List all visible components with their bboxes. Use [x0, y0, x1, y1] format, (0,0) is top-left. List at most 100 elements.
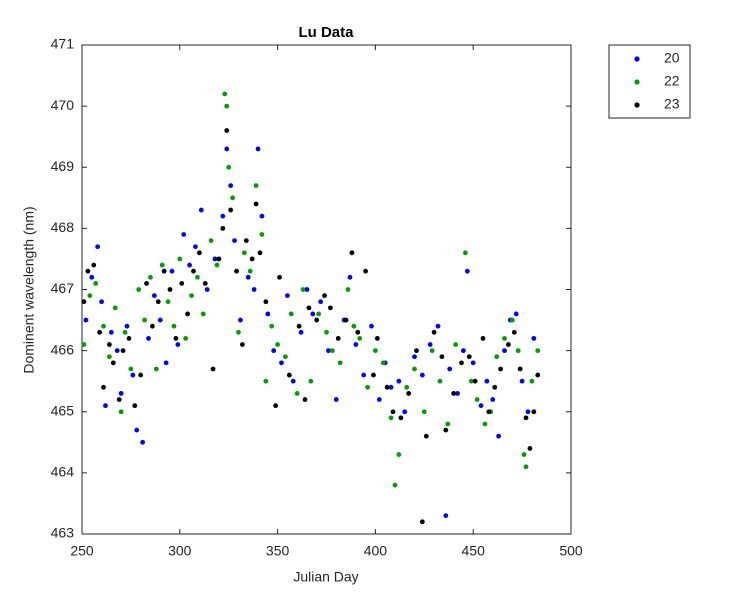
- point: [228, 183, 234, 188]
- point: [193, 244, 198, 250]
- point: [445, 421, 451, 427]
- point: [112, 305, 118, 311]
- point: [396, 378, 402, 384]
- point: [273, 403, 279, 409]
- point: [306, 305, 312, 311]
- point: [328, 305, 333, 311]
- point: [210, 366, 216, 372]
- point: [128, 366, 134, 372]
- point: [232, 238, 237, 244]
- point: [482, 421, 488, 427]
- point: [224, 103, 230, 109]
- point: [523, 415, 529, 421]
- point: [150, 323, 155, 329]
- point: [402, 409, 408, 415]
- legend-marker: [634, 102, 640, 108]
- point: [294, 391, 300, 396]
- point: [83, 317, 89, 323]
- point: [496, 433, 502, 439]
- point: [324, 329, 329, 335]
- point: [412, 354, 417, 360]
- point: [284, 293, 290, 299]
- point: [478, 403, 484, 409]
- point: [224, 146, 230, 152]
- point: [163, 360, 169, 366]
- point: [253, 183, 259, 188]
- point: [316, 311, 322, 317]
- point: [439, 354, 445, 360]
- x-tick-label: 250: [70, 543, 94, 559]
- point: [371, 372, 376, 378]
- point: [388, 415, 394, 421]
- point: [101, 323, 106, 329]
- point: [265, 311, 271, 317]
- point: [390, 409, 396, 415]
- point: [195, 274, 200, 280]
- y-tick-label: 465: [51, 402, 75, 418]
- point: [165, 299, 171, 305]
- point: [431, 329, 437, 335]
- point: [437, 378, 443, 384]
- point: [138, 372, 144, 378]
- y-tick-label: 469: [51, 158, 75, 174]
- point: [101, 384, 106, 390]
- point: [189, 293, 194, 299]
- point: [238, 317, 243, 323]
- point: [472, 378, 478, 384]
- legend-label: 23: [664, 96, 680, 112]
- point: [142, 317, 147, 323]
- point: [126, 336, 132, 341]
- point: [486, 409, 492, 415]
- point: [124, 323, 130, 329]
- point: [429, 348, 435, 354]
- point: [253, 201, 259, 207]
- point: [269, 323, 275, 329]
- point: [85, 268, 91, 274]
- x-tick-label: 500: [559, 543, 583, 559]
- point: [419, 372, 425, 378]
- point: [118, 391, 124, 396]
- point: [228, 207, 234, 213]
- point: [435, 323, 441, 329]
- point: [337, 360, 343, 366]
- point: [212, 256, 218, 262]
- point: [369, 323, 374, 329]
- point: [216, 256, 222, 262]
- legend-box: [608, 44, 691, 119]
- point: [361, 372, 367, 378]
- point: [535, 348, 541, 354]
- point: [509, 317, 515, 323]
- point: [220, 213, 226, 219]
- point: [134, 427, 140, 433]
- point: [202, 280, 208, 286]
- legend-marker: [634, 56, 640, 62]
- point: [191, 268, 196, 274]
- point: [519, 378, 525, 384]
- x-tick-label: 450: [462, 543, 486, 559]
- point: [99, 299, 104, 305]
- point: [108, 329, 114, 335]
- point: [241, 250, 247, 256]
- point: [314, 317, 320, 323]
- point: [271, 348, 277, 354]
- point: [214, 262, 220, 268]
- point: [204, 287, 210, 292]
- point: [146, 336, 151, 341]
- point: [466, 354, 472, 360]
- point: [531, 409, 537, 415]
- point: [87, 293, 93, 299]
- point: [157, 317, 163, 323]
- point: [118, 409, 124, 415]
- point: [419, 519, 425, 525]
- legend-label: 20: [664, 50, 680, 66]
- point: [263, 299, 269, 305]
- point: [196, 250, 202, 256]
- point: [161, 268, 167, 274]
- point: [257, 250, 263, 256]
- point: [406, 391, 412, 396]
- point: [459, 360, 464, 366]
- point: [468, 378, 474, 384]
- point: [263, 378, 269, 384]
- x-tick-label: 400: [364, 543, 388, 559]
